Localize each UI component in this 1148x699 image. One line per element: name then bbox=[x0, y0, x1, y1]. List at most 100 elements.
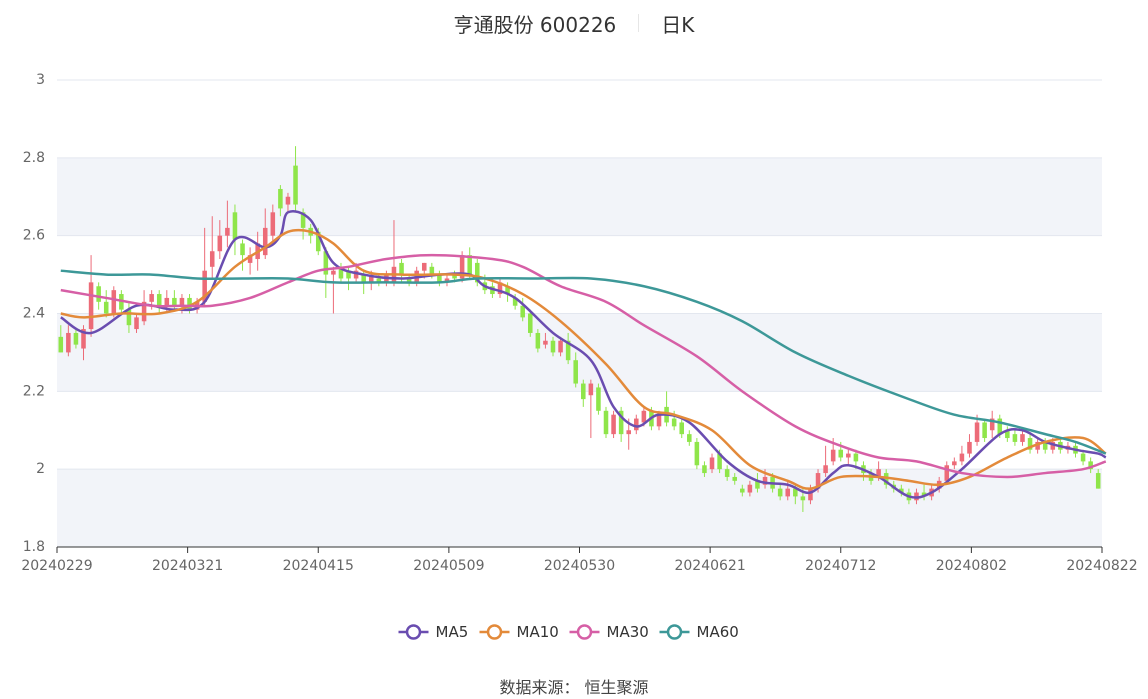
candle-body bbox=[96, 286, 101, 302]
y-tick-label: 2 bbox=[36, 461, 45, 477]
candle-body bbox=[974, 422, 980, 442]
candle-body bbox=[679, 422, 684, 435]
candle-body bbox=[762, 476, 768, 485]
candle-body bbox=[361, 274, 366, 283]
candle-body bbox=[172, 297, 177, 306]
candle-body bbox=[959, 453, 965, 462]
candle-body bbox=[717, 453, 722, 470]
grid-band bbox=[57, 313, 1102, 392]
candle-body bbox=[997, 418, 1003, 435]
x-tick-label: 20240802 bbox=[936, 558, 1007, 574]
title-separator bbox=[638, 14, 640, 32]
candle-body bbox=[444, 278, 450, 283]
candle-body bbox=[247, 255, 253, 263]
candle-body bbox=[1027, 438, 1033, 450]
y-tick-label: 2.8 bbox=[23, 150, 45, 166]
candle-body bbox=[187, 297, 192, 310]
candle-body bbox=[838, 449, 844, 458]
candle-body bbox=[777, 488, 783, 497]
candle-body bbox=[141, 301, 147, 322]
x-tick-label: 20240415 bbox=[283, 558, 354, 574]
candle-body bbox=[815, 473, 821, 489]
candle-body bbox=[293, 165, 298, 205]
x-tick-label: 20240712 bbox=[805, 558, 876, 574]
candle-body bbox=[164, 297, 170, 306]
candle-body bbox=[830, 449, 836, 462]
candle-body bbox=[467, 255, 472, 275]
candle-body bbox=[278, 188, 283, 209]
candle-body bbox=[103, 301, 109, 314]
x-tick-label: 20240822 bbox=[1066, 558, 1137, 574]
chart-title: 亨通股份 600226 bbox=[453, 12, 617, 37]
candle-body bbox=[702, 465, 707, 474]
candle-body bbox=[1088, 461, 1093, 470]
candle-body bbox=[338, 266, 344, 279]
candle-body bbox=[755, 480, 760, 489]
candle-body bbox=[618, 410, 624, 435]
candle-body bbox=[88, 282, 94, 330]
y-tick-label: 1.8 bbox=[23, 539, 45, 555]
candle-body bbox=[452, 274, 457, 279]
candle-body bbox=[437, 274, 442, 283]
candle-body bbox=[808, 488, 813, 501]
candle-body bbox=[944, 465, 950, 481]
candle-body bbox=[126, 309, 132, 326]
candle-body bbox=[634, 418, 639, 431]
ma10-line bbox=[60, 228, 1107, 490]
period-label: 日K bbox=[661, 12, 695, 37]
candle-body bbox=[240, 243, 245, 256]
candle-body bbox=[225, 227, 230, 236]
candle-body bbox=[315, 231, 321, 252]
candle-body bbox=[573, 360, 578, 384]
candle-body bbox=[641, 410, 647, 423]
legend-marker-ma10 bbox=[486, 624, 503, 640]
candle-body bbox=[611, 414, 616, 435]
candle-body bbox=[475, 262, 480, 283]
candle-body bbox=[459, 255, 465, 279]
candle-body bbox=[876, 469, 881, 477]
ma5-line bbox=[60, 210, 1107, 499]
candle-body bbox=[565, 340, 571, 361]
candle-body bbox=[588, 383, 594, 396]
legend-label-ma30: MA30 bbox=[607, 623, 649, 641]
candle-body bbox=[421, 262, 427, 271]
data-source: 数据来源： 恒生聚源 bbox=[499, 678, 649, 697]
candle-body bbox=[81, 329, 86, 349]
candle-body bbox=[543, 340, 548, 345]
candle-body bbox=[346, 270, 351, 279]
candle-body bbox=[406, 278, 412, 283]
x-tick-label: 20240509 bbox=[413, 558, 484, 574]
candle-body bbox=[899, 488, 904, 493]
candle-body bbox=[179, 297, 185, 306]
candle-body bbox=[331, 270, 336, 275]
candle-body bbox=[1035, 441, 1040, 450]
legend-marker-ma60 bbox=[666, 624, 683, 640]
y-tick-label: 3 bbox=[36, 72, 45, 88]
y-tick-label: 2.2 bbox=[23, 383, 45, 399]
candle-body bbox=[262, 227, 268, 256]
candle-body bbox=[747, 484, 753, 493]
candle-body bbox=[694, 441, 700, 466]
candle-body bbox=[989, 418, 995, 431]
x-tick-label: 20240229 bbox=[21, 558, 92, 574]
candle-body bbox=[823, 465, 828, 474]
candle-body bbox=[952, 461, 957, 466]
legend-marker-ma30 bbox=[576, 624, 593, 640]
candle-body bbox=[967, 441, 972, 454]
candle-body bbox=[883, 473, 889, 485]
candle-body bbox=[982, 422, 987, 439]
candle-body bbox=[58, 336, 64, 353]
candle-body bbox=[671, 418, 677, 427]
candle-body bbox=[134, 317, 139, 330]
candle-body bbox=[73, 332, 79, 345]
chart-header: 亨通股份 600226 日K bbox=[0, 8, 1148, 38]
candle-body bbox=[285, 196, 291, 205]
candle-body bbox=[528, 313, 533, 333]
candle-body bbox=[520, 305, 525, 318]
grid-band bbox=[57, 157, 1102, 236]
candle-body bbox=[626, 430, 631, 435]
legend-label-ma60: MA60 bbox=[697, 623, 739, 641]
candle-body bbox=[270, 212, 276, 236]
candle-body bbox=[921, 492, 927, 497]
candle-body bbox=[550, 340, 556, 353]
